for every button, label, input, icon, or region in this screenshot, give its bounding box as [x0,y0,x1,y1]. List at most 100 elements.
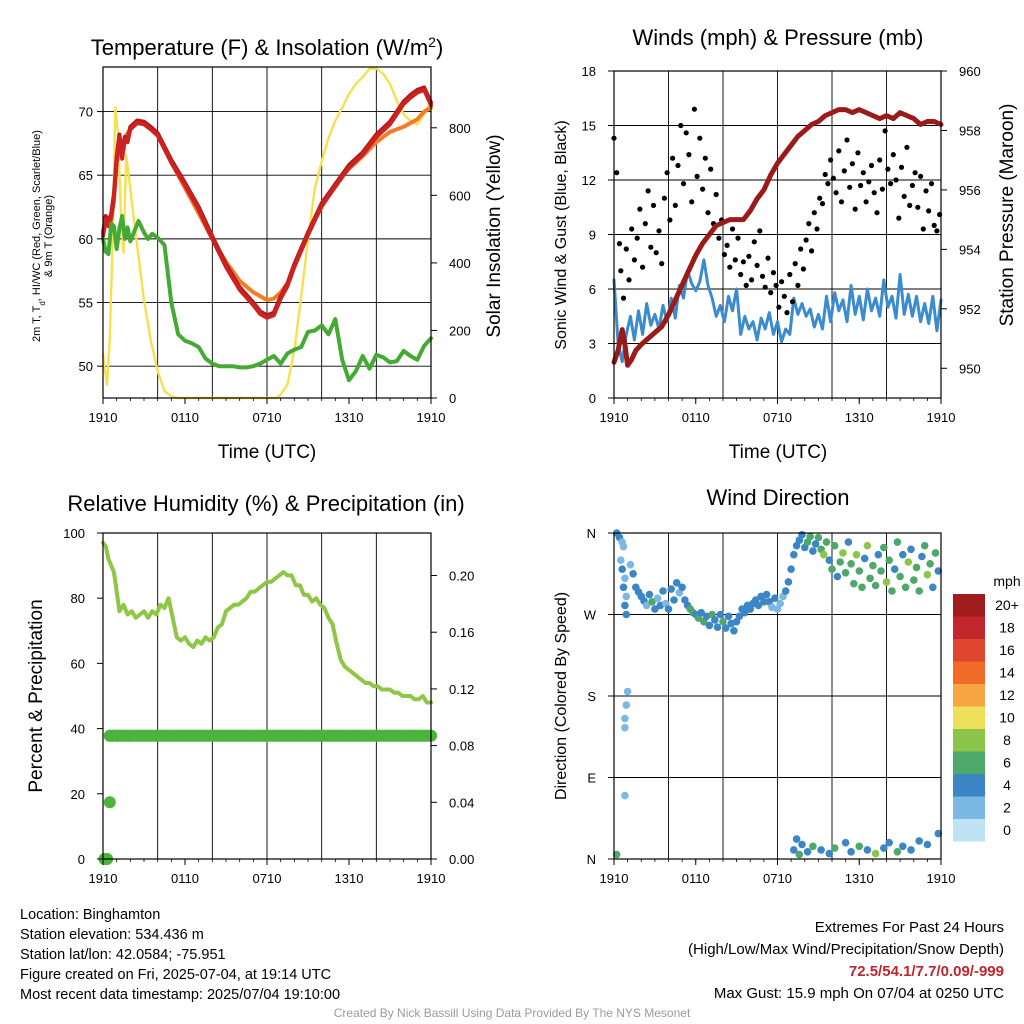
rh-ytick-label: 0 [78,852,85,867]
humidity-panel: Relative Humidity (%) & Precipitation (i… [26,491,474,886]
gust-point [841,168,847,174]
direction-point [885,838,893,847]
direction-point [890,565,899,573]
direction-point [719,617,727,626]
gust-point [882,128,888,134]
wind-xtick-label: 1310 [845,410,874,425]
gust-point [656,228,662,234]
wind-ylabel: Sonic Wind & Gust (Blue, Black) [553,120,570,349]
direction-point [716,610,725,619]
dir-xtick-label: 1910 [927,871,956,886]
rh-ytick-label: 60 [71,656,85,671]
gust-point [926,208,932,214]
direction-point [713,623,722,631]
gust-point [817,195,823,201]
station-latlon: Station lat/lon: 42.0584; -75.951 [20,947,226,963]
gust-point [670,155,676,161]
dir-xtick-label: 0110 [682,871,710,886]
gust-point [721,251,728,258]
gust-point [754,262,760,268]
gust-point [650,202,657,208]
direction-point [648,598,656,606]
gust-point [680,181,687,187]
direction-point [825,849,834,858]
direction-point [885,556,893,564]
temp-xtick-label: 0110 [171,410,199,425]
gust-point [915,204,921,210]
direction-point [790,846,798,854]
wind-panel: Winds (mph) & Pressure (mb) 1910 0110 0710… [553,25,1018,463]
wind-ytick-label: 18 [582,64,596,79]
gust-point [672,202,678,208]
temp-ytick-label: 60 [79,232,93,247]
gust-point [768,290,774,296]
gust-point [814,226,820,232]
direction-point [822,538,831,546]
wind-plot: 1910 0110 0710 1310 1910 0 3 6 9 12 15 18 950 952 954 9… [582,64,981,425]
meteogram-figure: Temperature (F) & Insolation (W/m2) 1910… [26,25,1021,886]
direction-point [790,550,798,559]
gust-point [727,264,733,270]
gust-point [822,171,828,178]
colorbar-swatch [953,661,985,684]
gust-point [716,235,722,241]
direction-point [934,829,943,838]
colorbar-swatch [953,796,985,819]
wind-xtick-label: 0110 [682,410,710,425]
temperature-xlabel: Time (UTC) [218,442,317,463]
colorbar-unit: mph [993,573,1020,589]
direction-point [844,538,853,546]
gust-point [918,173,924,179]
temp-xtick-label: 1910 [417,410,446,425]
direction-point [781,587,790,595]
direction-point [855,567,864,575]
direction-point [817,846,825,854]
gust-point [765,255,771,261]
gust-point [781,293,787,299]
direction-point [651,605,659,613]
direction-point [724,612,733,621]
rh-y2tick-label: 0.12 [449,682,474,697]
direction-point [678,583,686,592]
extremes-legend: (High/Low/Max Wind/Precipitation/Snow De… [688,941,1004,958]
wind-y2tick-label: 958 [959,123,981,138]
gust-point [631,257,638,263]
gust-point [675,162,681,169]
direction-point [841,569,850,577]
direction-point [711,616,719,624]
max-gust: Max Gust: 15.9 mph On 07/04 at 0250 UTC [713,985,1004,1002]
direction-point [858,583,866,592]
rh-y2tick-label: 0.00 [449,852,474,867]
credit-line: Created By Nick Bassill Using Data Provi… [333,1006,691,1020]
direction-point [920,541,929,550]
gust-point [626,277,632,283]
temperature-panel: Temperature (F) & Insolation (W/m2) 1910… [31,34,505,463]
direction-point [776,599,784,608]
gust-point [667,217,673,223]
dir-ytick-label: N [587,852,596,867]
dir-xtick-label: 0710 [763,871,792,886]
gust-point [855,150,861,156]
gust-point [735,235,741,241]
gust-point [893,177,899,183]
wind-y2tick-label: 960 [959,64,981,79]
direction-point [705,621,714,630]
gust-point [803,237,809,243]
gust-point [759,273,766,279]
gust-point [746,253,752,259]
colorbar-swatch [953,729,985,752]
gust-point [800,266,807,272]
direction-point [893,848,902,856]
wind-ytick-label: 12 [582,173,596,188]
direction-point [855,842,864,851]
rh-ytick-label: 80 [71,591,85,606]
gust-point [871,190,877,196]
gust-point [749,277,755,283]
direction-point [622,592,631,601]
gust-point [614,170,620,176]
direction-point [899,550,907,559]
gust-point [623,246,629,252]
direction-point [612,850,621,859]
direction-point [869,561,877,570]
rh-xtick-label: 1310 [335,871,364,886]
